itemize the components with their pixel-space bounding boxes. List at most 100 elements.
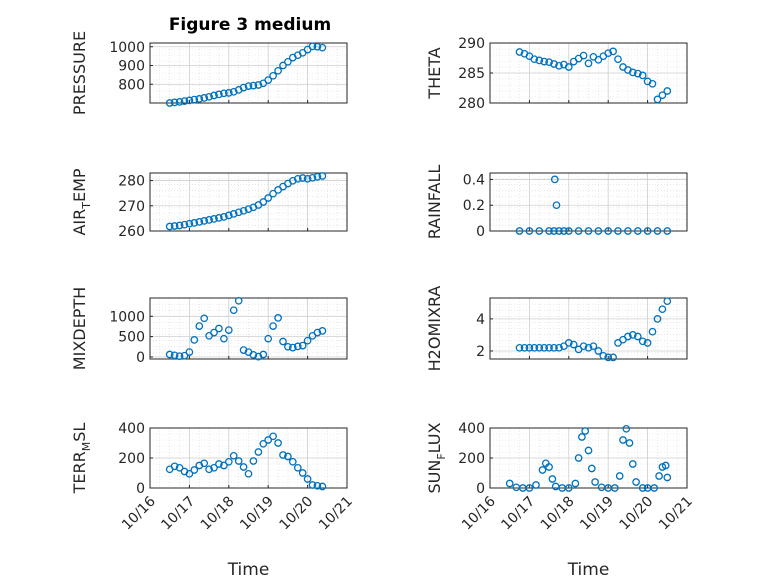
data-point [244,82,253,90]
data-point [648,327,657,336]
data-point [584,59,593,68]
subplot-3: 260 270 280 AIRTEMP [70,168,348,240]
data-point [535,227,544,235]
x-tick-label: 10/20 [617,494,657,534]
axes-box [489,172,688,232]
data-point [220,89,228,98]
data-point [264,334,273,343]
data-point [239,463,248,471]
data-point [584,227,593,235]
data-point [632,478,640,486]
data-point [555,343,563,352]
data-point [185,96,194,105]
data-point [313,328,322,337]
data-point [619,436,627,444]
data-point [515,343,524,352]
data-point [653,95,662,104]
data-point [318,43,327,52]
data-point [658,91,667,100]
data-point [648,79,657,88]
data-point [259,350,268,359]
subplot-7: 0 200 400 TERRMSL 10/16 10/17 10/18 10/19 10/20 1… [70,421,356,580]
data-point [210,91,218,100]
data-point [215,324,223,333]
data-point [288,176,297,185]
data-point [515,48,524,56]
data-point [628,68,637,77]
data-point [628,331,637,339]
data-point [298,174,307,182]
data-point [210,215,218,223]
data-point [215,214,223,222]
data-point [205,92,213,101]
data-point [229,210,238,218]
data-point [195,95,204,103]
data-point [279,337,287,346]
y-axis-label: H2OMIXRA [425,286,444,372]
data-point [594,55,603,64]
data-point [190,219,199,227]
axes-box [149,42,348,104]
series-markers [505,424,672,492]
data-point [538,466,547,474]
data-point [313,172,322,181]
y-axis-label: RAINFALL [425,165,444,240]
y-tick-label: 400 [458,421,485,437]
x-axis-label: Time [567,560,610,580]
data-point [574,227,583,235]
data-point [205,216,213,224]
series-markers [515,175,672,235]
data-point [638,71,647,80]
data-point [165,99,174,107]
data-point [308,481,317,489]
data-point [269,189,277,198]
data-point [303,475,312,483]
data-point [625,439,634,447]
data-point [229,306,238,315]
y-tick-label: 800 [118,77,145,93]
data-point [244,205,253,213]
data-point [550,227,558,235]
figure-title: Figure 3 medium [169,15,331,35]
x-axis-label: Time [227,560,270,580]
data-point [594,347,603,355]
data-point [599,351,608,360]
data-point [650,484,659,492]
y-tick-label: 200 [118,451,145,467]
data-point [658,305,667,314]
data-point [239,83,248,92]
y-tick-label: 285 [458,66,485,82]
y-tick-label: 270 [118,199,145,215]
data-point [308,173,317,182]
data-point [220,213,228,221]
data-point [569,340,578,349]
data-point [279,451,287,459]
data-point [663,87,672,95]
x-tick-label: 10/20 [277,494,317,534]
x-tick-label: 10/18 [538,494,578,534]
data-point [284,342,292,351]
data-point [190,336,199,344]
data-point [584,343,593,352]
data-point [234,457,243,465]
series-markers [515,297,672,362]
data-point [210,463,218,472]
data-point [195,218,204,226]
data-point [205,465,213,474]
data-point [288,457,297,466]
y-axis-label: MIXDEPTH [70,287,89,370]
data-point [525,484,534,492]
data-point [308,42,317,51]
data-point [540,57,549,66]
data-point [224,457,233,466]
data-point [249,81,258,90]
x-tick-label: 10/19 [237,494,277,534]
data-point [274,314,282,322]
data-point [284,452,292,461]
data-point [215,90,223,99]
data-point [303,174,312,183]
y-tick-label: 1000 [109,40,145,56]
data-point [624,227,632,235]
data-point [525,227,534,235]
data-point [200,94,209,102]
